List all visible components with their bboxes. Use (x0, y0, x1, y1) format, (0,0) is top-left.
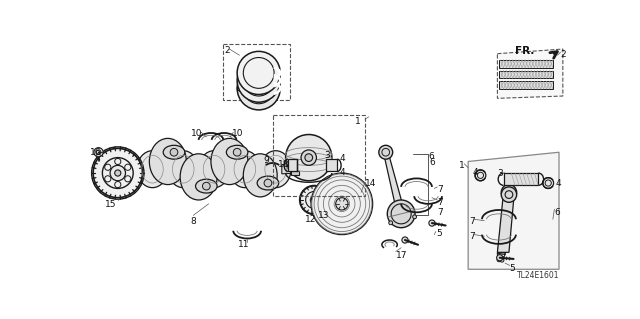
Circle shape (94, 148, 103, 157)
Bar (326, 159, 337, 172)
Polygon shape (497, 192, 511, 254)
Ellipse shape (243, 154, 277, 197)
Ellipse shape (211, 138, 248, 185)
Ellipse shape (196, 179, 217, 193)
Circle shape (310, 196, 318, 204)
Text: 10: 10 (191, 129, 202, 138)
Text: 7: 7 (437, 185, 443, 194)
Bar (499, 60, 553, 68)
Text: 1: 1 (355, 117, 361, 126)
Text: 16: 16 (90, 148, 102, 157)
Text: 6: 6 (429, 158, 435, 167)
Circle shape (234, 148, 241, 156)
Ellipse shape (230, 151, 260, 188)
Circle shape (497, 258, 501, 262)
Text: 2: 2 (561, 50, 566, 59)
Text: 9: 9 (264, 156, 269, 165)
Circle shape (264, 179, 272, 187)
Text: 13: 13 (318, 211, 330, 220)
Polygon shape (383, 152, 405, 215)
Polygon shape (468, 152, 559, 269)
Text: 4: 4 (340, 154, 345, 163)
Circle shape (301, 150, 316, 165)
Circle shape (237, 67, 280, 110)
Circle shape (202, 182, 210, 190)
Circle shape (110, 165, 125, 181)
Circle shape (336, 198, 348, 210)
Text: 1: 1 (458, 161, 464, 170)
Circle shape (305, 154, 312, 161)
Text: 17: 17 (396, 251, 407, 260)
Circle shape (388, 221, 392, 225)
Text: 7: 7 (469, 232, 475, 241)
Text: 8: 8 (190, 217, 196, 226)
Circle shape (501, 185, 516, 200)
Ellipse shape (163, 145, 185, 159)
Ellipse shape (149, 138, 186, 185)
Polygon shape (282, 165, 316, 174)
Text: 3: 3 (497, 169, 502, 178)
Text: 7: 7 (437, 208, 443, 217)
Circle shape (379, 145, 393, 159)
Text: 11: 11 (237, 240, 249, 249)
Text: 18: 18 (278, 160, 289, 169)
Bar (504, 173, 538, 185)
Circle shape (285, 135, 332, 181)
Circle shape (543, 178, 554, 189)
Text: 12: 12 (305, 215, 316, 224)
Ellipse shape (227, 145, 248, 159)
Bar (223, 44, 291, 100)
Bar (499, 81, 553, 89)
Text: 3: 3 (324, 152, 330, 160)
Polygon shape (497, 192, 515, 252)
Bar (291, 171, 299, 174)
Text: 14: 14 (365, 179, 376, 188)
Bar (499, 70, 553, 78)
Circle shape (475, 170, 486, 181)
Text: 15: 15 (105, 200, 116, 209)
Circle shape (170, 148, 178, 156)
Bar (273, 115, 365, 196)
Circle shape (429, 220, 435, 226)
Ellipse shape (180, 154, 217, 200)
Ellipse shape (137, 151, 168, 188)
Text: TL24E1601: TL24E1601 (517, 271, 560, 280)
Ellipse shape (260, 151, 291, 188)
Circle shape (402, 237, 408, 243)
Circle shape (300, 186, 328, 214)
Text: 4: 4 (340, 168, 345, 177)
Text: 4: 4 (472, 168, 478, 177)
Text: 4: 4 (555, 179, 561, 188)
Ellipse shape (168, 151, 198, 188)
Text: 5: 5 (436, 229, 442, 238)
Bar (288, 159, 297, 172)
Circle shape (500, 258, 504, 262)
Ellipse shape (257, 176, 279, 190)
Ellipse shape (198, 151, 230, 188)
Text: 7: 7 (469, 217, 475, 226)
Circle shape (413, 215, 417, 219)
Circle shape (93, 148, 143, 198)
Circle shape (237, 51, 280, 94)
Circle shape (311, 173, 372, 235)
Circle shape (497, 255, 503, 261)
Polygon shape (497, 49, 563, 98)
Text: 10: 10 (232, 129, 243, 138)
Circle shape (501, 187, 516, 202)
Text: FR.: FR. (515, 46, 534, 56)
Circle shape (237, 59, 280, 102)
Text: 6: 6 (428, 152, 434, 161)
Circle shape (387, 200, 415, 228)
Text: 2: 2 (225, 46, 230, 55)
Text: 6: 6 (554, 208, 560, 217)
Text: 5: 5 (509, 264, 515, 273)
Text: 7: 7 (437, 198, 443, 207)
Circle shape (115, 170, 121, 176)
